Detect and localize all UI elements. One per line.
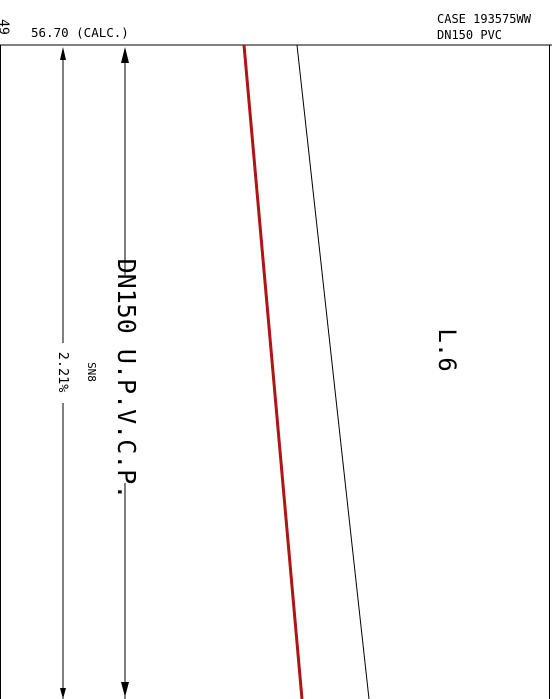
case-reference: CASE 193575WW [437,12,532,26]
pipe-class-label: SN8 [85,362,98,382]
gradient-arrow-down [60,688,66,699]
gradient-dimension [60,47,66,699]
pipe-arrow-up [121,47,129,63]
pipe-invert-line [242,44,304,699]
ground-line [296,44,370,699]
pipe-dimension [121,47,129,699]
gradient-label: 2.21% [55,352,71,393]
level-label: 56.70 (CALC.) [31,25,129,40]
line-reference-label: L.6 [433,328,461,371]
chainage-fragment-label: 49 [0,19,11,35]
gradient-arrow-up [60,47,66,60]
pipe-arrow-down [121,682,129,697]
pipe-spec-label: DN150 PVC [437,28,502,42]
pipe-material-label: DN150 U.P.V.C.P. [112,259,141,500]
